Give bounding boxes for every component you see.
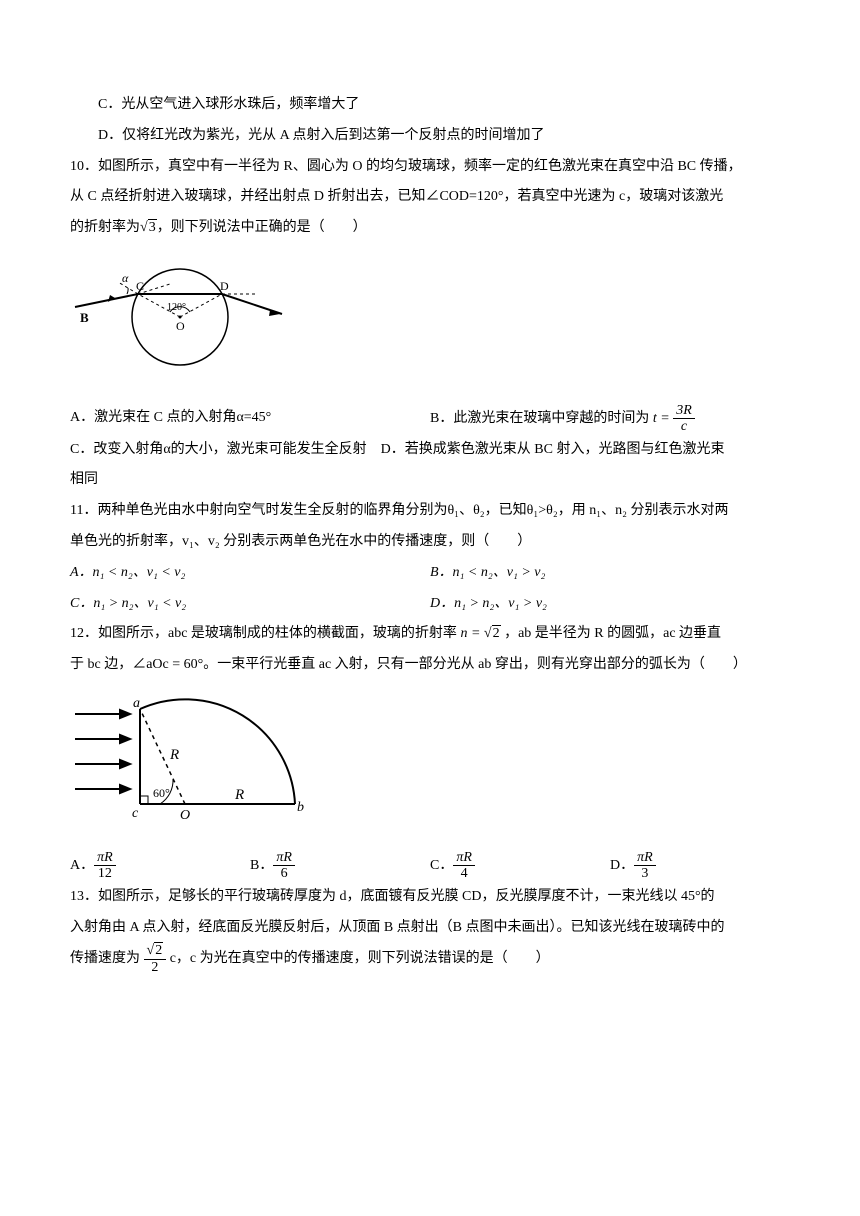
q9-option-c: C．光从空气进入球形水珠后，频率增大了 [70,90,790,121]
q10-optb-pre: B．此激光束在玻璃中穿越的时间为 [430,411,649,426]
q10-options-ab: A．激光束在 C 点的入射角α=45° B．此激光束在玻璃中穿越的时间为 t =… [70,403,790,435]
q11-option-c: C．n₁ > n₂、v₁ < v₂ [70,589,430,620]
q12-labc: C． [430,858,453,873]
svg-text:120°: 120° [167,302,186,313]
q12-figure: a b c O R R 60° [70,689,790,842]
svg-text:C: C [136,279,144,293]
q10-option-cd2: 相同 [70,465,790,496]
q11-options-cd: C．n₁ > n₂、v₁ < v₂ D．n₁ > n₂、v₁ > v₂ [70,589,790,620]
q11-options-ab: A．n₁ < n₂、v₁ < v₂ B．n₁ < n₂、v₁ > v₂ [70,558,790,589]
q12-fracD: πR3 [634,850,656,882]
q13-num: √2 [144,943,167,959]
q12-fracA: πR12 [94,850,116,882]
q13-stem3-pre: 传播速度为 [70,951,140,966]
q11-option-a: A．n₁ < n₂、v₁ < v₂ [70,558,430,589]
q10-stem-line1: 10．如图所示，真空中有一半径为 R、圆心为 O 的均匀玻璃球，频率一定的红色激… [70,152,790,183]
q13-stem3: 传播速度为 √22 c，c 为光在真空中的传播速度，则下列说法错误的是（ ） [70,943,790,975]
q10-option-a: A．激光束在 C 点的入射角α=45° [70,403,430,435]
q10-optb-frac: 3Rc [673,403,695,435]
sqrt3-icon: √3 [140,213,157,244]
q12-option-c: C．πR4 [430,850,610,882]
q10-optb-eq: t = [653,411,670,426]
q12-fracC: πR4 [453,850,475,882]
sqrt2-icon: √2 [484,625,501,641]
svg-text:R: R [234,787,244,803]
q12-stem1: 12．如图所示，abc 是玻璃制成的柱体的横截面，玻璃的折射率 n = √2 ，… [70,619,790,650]
q12-fracB: πR6 [273,850,295,882]
q12-c-den: 4 [453,866,475,881]
svg-text:B: B [80,310,89,325]
q13-stem3-mid: c，c 为光在真空中的传播速度，则下列说法错误的是（ ） [170,951,550,966]
q9-option-d: D．仅将红光改为紫光，光从 A 点射入后到达第一个反射点的时间增加了 [70,121,790,152]
q12-n-eq: n = [460,626,483,641]
q13-stem1: 13．如图所示，足够长的平行玻璃砖厚度为 d，底面镀有反光膜 CD，反光膜厚度不… [70,882,790,913]
q10-stem-line3: 的折射率为√3，则下列说法中正确的是（ ） [70,213,790,244]
q12-stem2: 于 bc 边，∠aOc = 60°。一束平行光垂直 ac 入射，只有一部分光从 … [70,650,790,681]
q12-b-num: πR [273,850,295,866]
q12-b-den: 6 [273,866,295,881]
q13-stem2: 入射角由 A 点入射，经底面反光膜反射后，从顶面 B 点射出（B 点图中未画出）… [70,913,790,944]
q12-a-num: πR [94,850,116,866]
q10-stem-line2: 从 C 点经折射进入玻璃球，并经出射点 D 折射出去，已知∠COD=120°，若… [70,182,790,213]
q13-den: 2 [144,960,167,975]
q10-optb-num: 3R [673,403,695,419]
q12-stem1-post: ，ab 是半径为 R 的圆弧，ac 边垂直 [504,626,721,641]
q11-stem1: 11．两种单色光由水中射向空气时发生全反射的临界角分别为θ₁、θ₂，已知θ₁>θ… [70,496,790,527]
svg-text:D: D [220,279,229,293]
q11-option-d: D．n₁ > n₂、v₁ > v₂ [430,589,790,620]
q12-d-num: πR [634,850,656,866]
svg-text:R: R [169,747,179,763]
svg-text:b: b [297,800,304,815]
svg-text:O: O [180,808,190,823]
q13-frac: √22 [144,943,167,975]
q10-figure: α B C D 120° O [70,252,790,395]
q12-option-b: B．πR6 [250,850,430,882]
q12-options: A．πR12 B．πR6 C．πR4 D．πR3 [70,850,790,882]
q12-option-d: D．πR3 [610,850,790,882]
q10-optb-den: c [673,419,695,434]
q10-option-b: B．此激光束在玻璃中穿越的时间为 t = 3Rc [430,403,790,435]
svg-text:O: O [176,319,185,333]
q10-stem3-pre: 的折射率为 [70,220,140,235]
q12-labd: D． [610,858,634,873]
svg-text:c: c [132,806,139,821]
q12-labb: B． [250,858,273,873]
q12-a-den: 12 [94,866,116,881]
q12-laba: A． [70,858,94,873]
svg-text:a: a [133,696,140,711]
q12-d-den: 3 [634,866,656,881]
q10-option-cd: C．改变入射角α的大小，激光束可能发生全反射 D．若换成紫色激光束从 BC 射入… [70,435,790,466]
q12-option-a: A．πR12 [70,850,250,882]
q10-stem3-post: ，则下列说法中正确的是（ ） [157,220,367,235]
q12-stem1-pre: 12．如图所示，abc 是玻璃制成的柱体的横截面，玻璃的折射率 [70,626,457,641]
q11-option-b: B．n₁ < n₂、v₁ > v₂ [430,558,790,589]
svg-text:α: α [122,271,129,285]
q11-stem2: 单色光的折射率，v₁、v₂ 分别表示两单色光在水中的传播速度，则（ ） [70,527,790,558]
q12-c-num: πR [453,850,475,866]
svg-text:60°: 60° [153,786,170,800]
